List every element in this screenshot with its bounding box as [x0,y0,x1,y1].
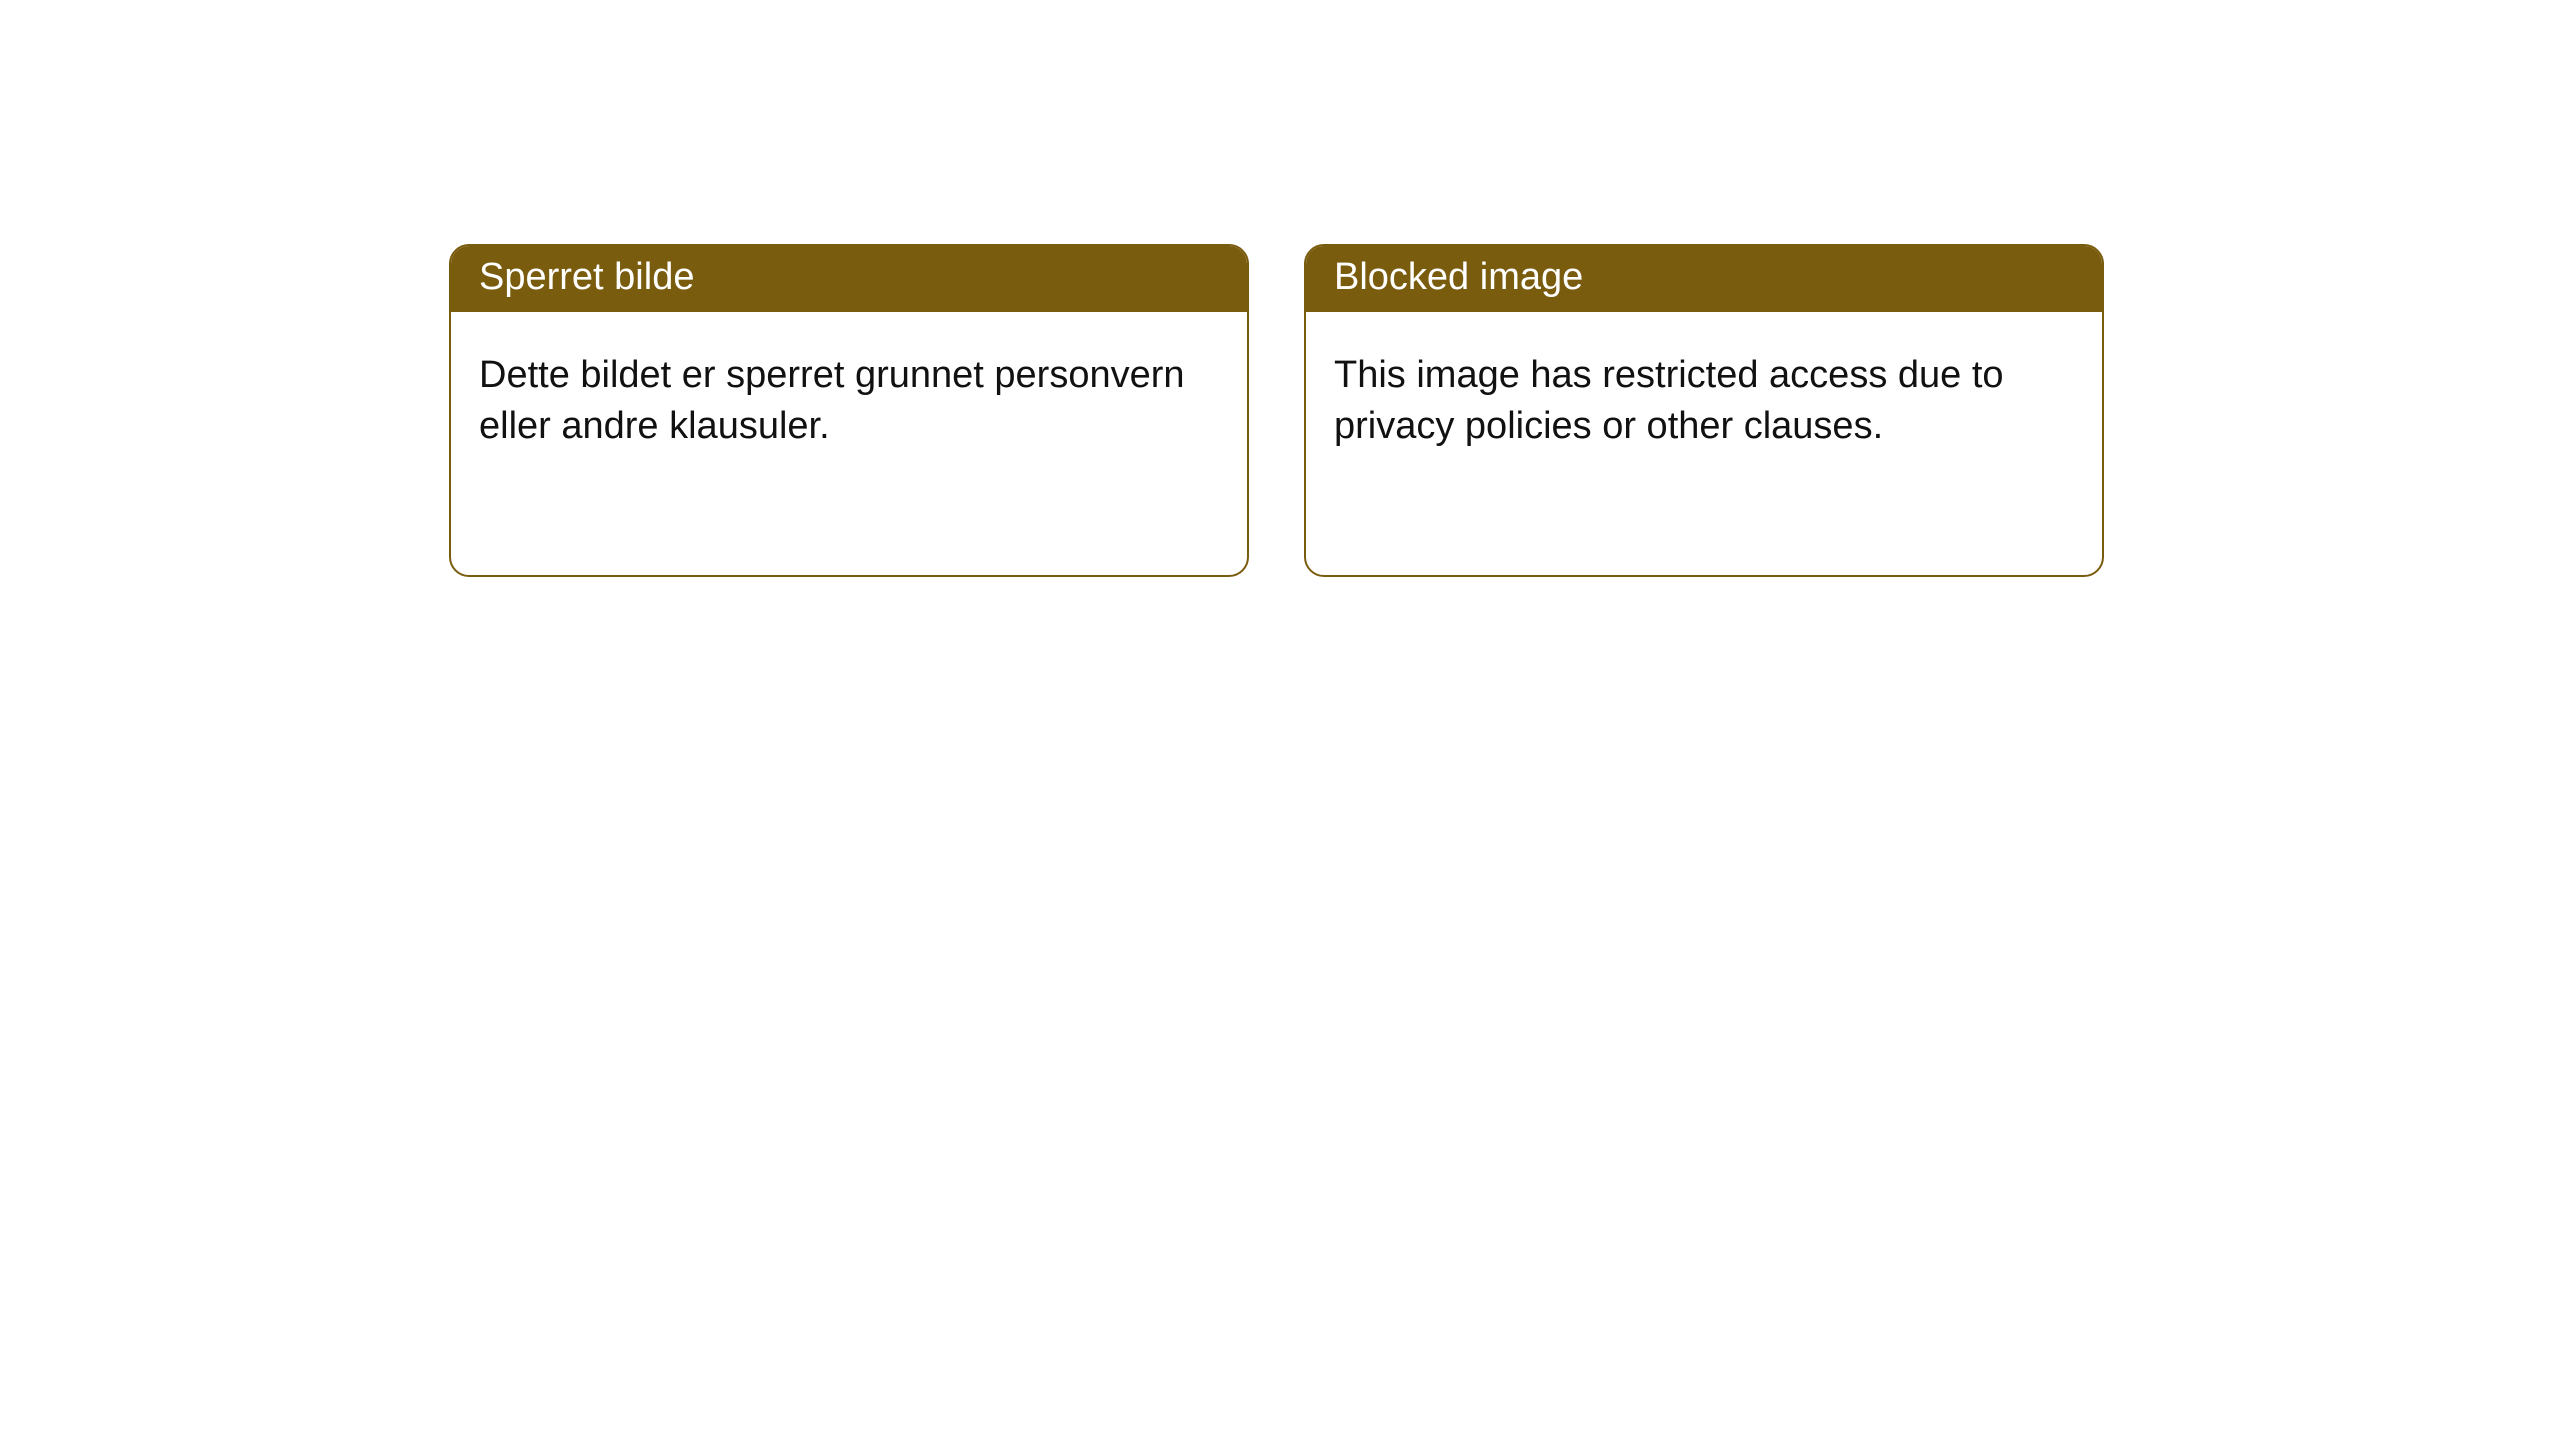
notice-card-norwegian: Sperret bilde Dette bildet er sperret gr… [449,244,1249,577]
notice-card-body: Dette bildet er sperret grunnet personve… [451,312,1247,481]
notice-card-title: Blocked image [1306,246,2102,312]
page: Sperret bilde Dette bildet er sperret gr… [0,0,2560,1440]
notice-card-english: Blocked image This image has restricted … [1304,244,2104,577]
notice-card-row: Sperret bilde Dette bildet er sperret gr… [449,244,2104,577]
notice-card-body: This image has restricted access due to … [1306,312,2102,481]
notice-card-title: Sperret bilde [451,246,1247,312]
